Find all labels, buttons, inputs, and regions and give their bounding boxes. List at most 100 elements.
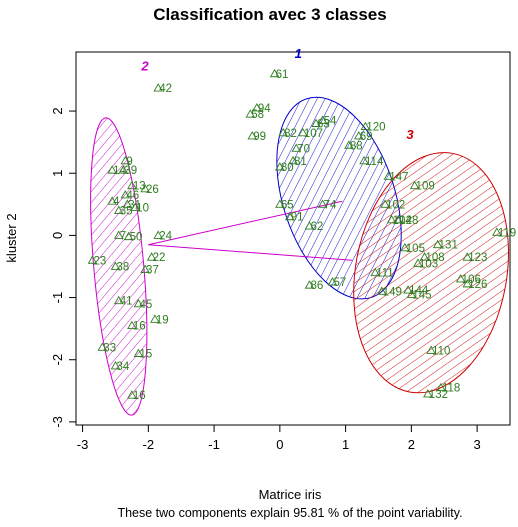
data-point-label: 45 bbox=[139, 299, 152, 311]
data-point-marker bbox=[423, 389, 433, 398]
data-point-marker bbox=[386, 214, 397, 224]
data-point-marker bbox=[360, 121, 371, 131]
data-point-marker bbox=[426, 345, 436, 354]
data-point-marker bbox=[252, 103, 262, 112]
data-point-label: 26 bbox=[146, 184, 159, 196]
data-point-marker bbox=[120, 190, 131, 199]
connections-layer bbox=[148, 200, 353, 261]
data-point-label: 65 bbox=[281, 199, 294, 211]
data-point-marker bbox=[406, 289, 417, 298]
data-point-marker bbox=[127, 180, 137, 190]
data-point-marker bbox=[393, 214, 403, 224]
x-tick-label: 2 bbox=[408, 437, 415, 452]
data-point-marker bbox=[118, 165, 129, 174]
y-tick-label: 2 bbox=[50, 107, 65, 114]
cluster-connection-line bbox=[148, 244, 353, 261]
data-point-label: 94 bbox=[258, 103, 271, 115]
data-point-label: 120 bbox=[366, 122, 385, 134]
data-point-label: 34 bbox=[116, 361, 129, 373]
data-point-marker bbox=[383, 171, 394, 180]
data-point-label: 147 bbox=[389, 171, 408, 183]
x-axis: -3 -2 -1 0 1 2 3 bbox=[77, 424, 481, 452]
data-point-marker bbox=[419, 252, 430, 261]
data-point-marker bbox=[120, 155, 131, 165]
data-point-marker bbox=[455, 274, 466, 283]
data-point-marker bbox=[492, 227, 502, 236]
data-point-marker bbox=[123, 231, 134, 241]
data-point-marker bbox=[150, 314, 160, 323]
data-point-label: 15 bbox=[139, 349, 152, 361]
data-point-marker bbox=[291, 143, 302, 152]
x-tick-label: -2 bbox=[143, 437, 155, 452]
data-point-marker bbox=[127, 390, 137, 399]
data-point-label: 10 bbox=[136, 202, 149, 214]
data-point-label: 102 bbox=[386, 199, 405, 211]
data-point-label: 99 bbox=[253, 131, 266, 143]
cluster-label-2: 2 bbox=[140, 59, 149, 74]
data-point-marker bbox=[153, 83, 163, 92]
data-point-marker bbox=[113, 205, 124, 214]
cluster-label-3: 3 bbox=[406, 127, 414, 142]
data-point-label: 69 bbox=[360, 131, 373, 143]
data-point-marker bbox=[140, 264, 150, 274]
variability-note: These two components explain 95.81 % of … bbox=[117, 506, 462, 520]
y-tick-label: 1 bbox=[50, 170, 65, 177]
data-point-label: 114 bbox=[365, 156, 384, 168]
data-point-label: 9 bbox=[126, 156, 132, 168]
data-point-label: 111 bbox=[376, 268, 393, 280]
data-point-marker bbox=[403, 285, 413, 294]
data-point-marker bbox=[107, 165, 117, 174]
data-point-label: 4 bbox=[113, 196, 120, 208]
data-point-marker bbox=[353, 131, 364, 140]
data-point-marker bbox=[304, 221, 315, 230]
data-point-label: 23 bbox=[93, 255, 106, 267]
data-point-label: 131 bbox=[439, 240, 458, 252]
data-point-label: 123 bbox=[468, 252, 487, 264]
data-point-label: 63 bbox=[317, 118, 330, 130]
data-point-marker bbox=[462, 278, 473, 288]
data-point-marker bbox=[376, 286, 387, 295]
data-point-marker bbox=[409, 180, 420, 190]
data-point-marker bbox=[113, 295, 124, 305]
data-point-label: 110 bbox=[432, 345, 450, 357]
data-point-marker bbox=[153, 230, 163, 239]
data-point-marker bbox=[140, 183, 150, 193]
cluster-ellipse-3 bbox=[353, 152, 509, 394]
data-point-label: 50 bbox=[130, 232, 143, 244]
data-point-marker bbox=[400, 242, 410, 252]
data-point-marker bbox=[127, 320, 137, 329]
data-point-marker bbox=[97, 342, 108, 351]
data-point-marker bbox=[288, 155, 298, 165]
data-point-label: 33 bbox=[103, 342, 116, 354]
data-point-label: 103 bbox=[419, 258, 438, 270]
data-point-label: 91 bbox=[291, 212, 304, 224]
x-tick-label: -1 bbox=[208, 437, 220, 452]
data-point-label: 61 bbox=[276, 69, 289, 81]
data-point-label: 54 bbox=[324, 115, 337, 127]
cluster-labels-layer: 1 2 3 bbox=[140, 46, 414, 142]
x-axis-label: Matrice iris bbox=[259, 487, 322, 502]
data-point-marker bbox=[110, 261, 121, 270]
data-point-marker bbox=[380, 199, 390, 208]
data-point-label: 149 bbox=[383, 286, 402, 298]
data-point-marker bbox=[133, 348, 144, 357]
data-point-label: 109 bbox=[416, 181, 435, 193]
data-point-label: 24 bbox=[159, 230, 172, 242]
data-point-label: 107 bbox=[304, 128, 323, 140]
data-point-label: 46 bbox=[126, 190, 139, 202]
data-point-marker bbox=[317, 115, 328, 124]
data-point-label: 42 bbox=[159, 83, 172, 95]
data-point-label: 132 bbox=[429, 389, 448, 401]
x-tick-label: 1 bbox=[342, 437, 349, 452]
y-axis-label: kluster 2 bbox=[4, 213, 19, 262]
data-point-label: 86 bbox=[310, 280, 323, 292]
data-point-label: 105 bbox=[406, 243, 425, 255]
data-point-label: 108 bbox=[426, 252, 445, 264]
data-point-marker bbox=[327, 277, 338, 286]
data-point-marker bbox=[278, 127, 288, 137]
y-axis: -3 -2 -1 0 1 2 bbox=[50, 107, 77, 428]
data-point-label: 80 bbox=[281, 162, 294, 174]
data-point-label: 39 bbox=[124, 165, 137, 177]
data-point-label: 128 bbox=[399, 215, 418, 227]
